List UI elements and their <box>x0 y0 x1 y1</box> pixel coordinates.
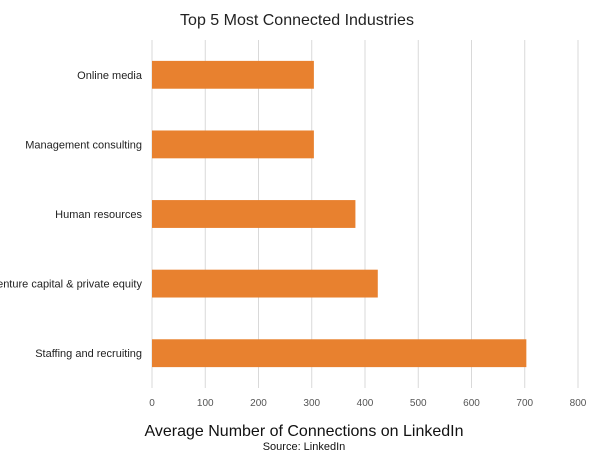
category-label: Human resources <box>55 209 142 221</box>
x-tick-label: 400 <box>357 398 374 409</box>
x-tick-label: 300 <box>303 398 320 409</box>
grid <box>151 40 579 388</box>
bar <box>152 60 314 89</box>
bar <box>152 130 314 159</box>
x-tick-label: 500 <box>410 398 427 409</box>
source-note: Source: LinkedIn <box>263 441 346 453</box>
x-tick-label: 800 <box>570 398 587 409</box>
category-labels: Online media Management consulting Human r… <box>0 70 143 360</box>
x-tick-label: 100 <box>197 398 214 409</box>
x-axis-title: Average Number of Connections on LinkedI… <box>144 423 463 440</box>
x-tick-label: 0 <box>149 398 155 409</box>
category-label: Venture capital & private equity <box>0 279 142 291</box>
x-tick-label: 600 <box>463 398 480 409</box>
category-label: Online media <box>77 70 143 82</box>
x-tick-labels: 0 100 200 300 400 500 600 700 800 <box>149 398 587 409</box>
category-label: Management consulting <box>25 139 142 151</box>
x-tick-label: 700 <box>516 398 533 409</box>
bar <box>152 200 356 228</box>
x-tick-label: 200 <box>250 398 267 409</box>
bars <box>152 60 527 368</box>
bar <box>152 339 527 368</box>
category-label: Staffing and recruiting <box>35 348 142 360</box>
chart-title: Top 5 Most Connected Industries <box>180 12 414 29</box>
bar <box>152 269 378 298</box>
